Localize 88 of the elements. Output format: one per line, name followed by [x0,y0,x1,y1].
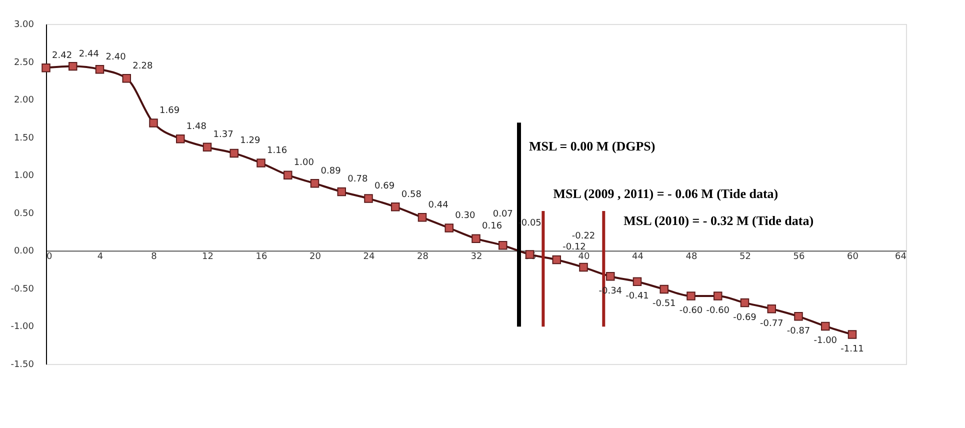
point [498,241,508,250]
data-label: 1.37 [213,130,234,140]
x-tick-label: 24 [363,252,375,262]
y-tick-label: 2.00 [14,96,34,106]
point [794,312,803,321]
data-label: -0.51 [652,299,676,310]
x-tick-label: 28 [417,252,429,262]
data-label: 1.69 [160,106,180,116]
x-tick-label: 32 [470,252,482,262]
point [660,284,668,294]
data-label: 0.44 [428,200,449,210]
x-tick-label: 4 [97,252,104,262]
x-tick-label: 12 [202,252,214,262]
data-label: 0.16 [482,222,502,232]
data-label: 0.69 [374,182,395,192]
x-tick-label: 0 [46,252,52,262]
point [337,187,346,196]
data-label: -0.87 [786,326,810,336]
data-label: 0.89 [320,166,342,176]
data-label: 1.29 [240,136,260,146]
point [552,255,561,264]
data-label: -0.41 [626,292,649,302]
x-tick-label: 52 [740,252,751,262]
point [606,272,615,281]
y-tick-label: 3.00 [14,20,34,30]
y-tick-label: 2.50 [14,58,34,68]
point [632,277,642,286]
point [284,170,292,180]
data-label: -1.11 [840,344,864,355]
point [310,179,320,188]
ref-line-label: MSL (2009 , 2011) = - 0.06 M (Tide data) [553,186,778,201]
data-label: 1.16 [267,146,288,156]
point [176,134,185,144]
y-tick-label: 0.50 [14,208,34,219]
data-label: -0.22 [572,231,596,242]
point [418,213,427,222]
x-tick-label: 8 [151,252,158,262]
point [848,330,857,339]
data-label: 0.07 [492,209,513,220]
point [122,74,131,83]
y-tick-label: -1.00 [10,322,34,332]
data-label: 2.42 [52,50,72,61]
point [202,142,212,152]
point [95,64,104,74]
x-tick-label: 60 [847,252,859,262]
x-tick-label: 48 [686,252,698,262]
data-label: 1.48 [186,122,207,132]
data-label: 0.30 [455,211,476,221]
ref-line-label: MSL (2010) = - 0.32 M (Tide data) [624,213,814,228]
point [391,202,400,212]
data-label: 2.44 [78,49,100,60]
x-tick-label: 40 [578,252,590,262]
point [444,224,454,232]
point [68,62,78,71]
y-tick-label: -0.50 [10,284,34,294]
data-label: 2.40 [106,52,126,62]
data-label: 1.00 [294,158,314,168]
point [714,292,722,300]
y-tick-label: -1.50 [10,360,34,370]
data-label: -0.60 [679,306,703,316]
point [256,158,266,168]
data-label: -1.00 [814,336,838,346]
point [821,322,830,331]
data-label: -0.77 [760,318,784,329]
y-tick-label: 0.00 [14,246,34,257]
y-tick-label: 1.00 [14,171,34,182]
data-label: -0.60 [706,306,730,316]
point [149,118,158,128]
point [579,262,588,272]
data-label: 0.58 [401,190,422,200]
ref-line-label: MSL = 0.00 M (DGPS) [529,138,656,154]
point [740,298,750,308]
x-tick-label: 64 [895,252,907,262]
y-tick-label: 1.50 [14,133,34,144]
data-label: -0.69 [733,312,757,323]
data-label: -0.12 [562,242,586,253]
data-label: 2.28 [132,61,153,72]
point [767,304,776,314]
point [686,292,696,300]
point [364,194,373,203]
x-tick-label: 20 [310,252,322,262]
data-label: 0.78 [348,174,368,185]
x-tick-label: 44 [632,252,644,262]
point [42,63,50,72]
x-tick-label: 16 [256,252,268,262]
point [472,234,480,243]
point [230,148,238,158]
x-tick-label: 56 [793,252,805,262]
